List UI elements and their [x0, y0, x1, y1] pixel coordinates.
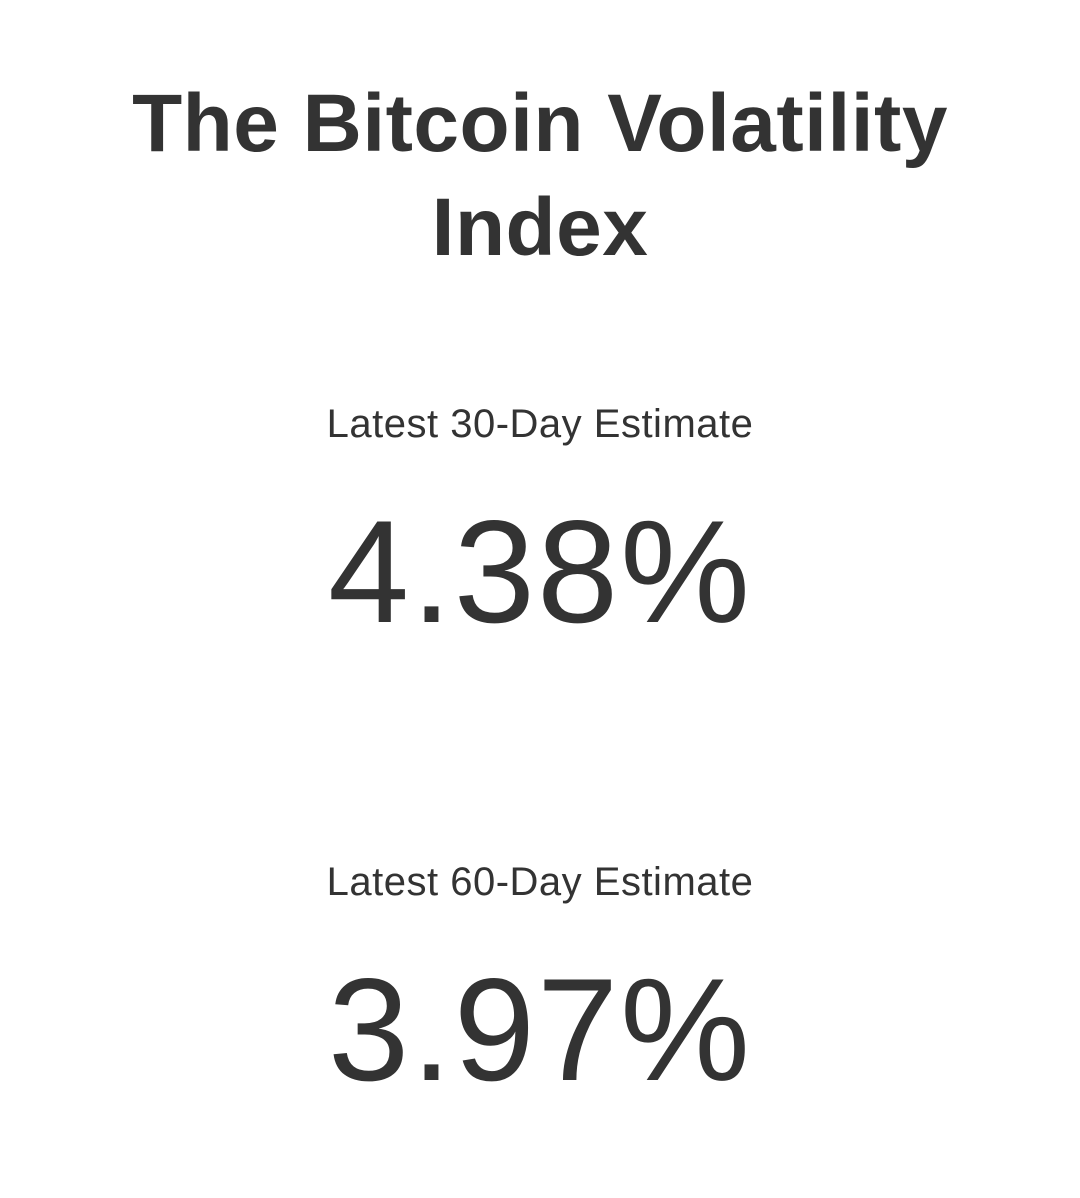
- estimate-value: 4.38%: [328, 490, 752, 653]
- page-title: The Bitcoin Volatility Index: [132, 78, 948, 273]
- estimate-label: Latest 30-Day Estimate: [326, 402, 754, 446]
- estimate-label: Latest 60-Day Estimate: [326, 860, 754, 904]
- estimate-value: 3.97%: [328, 948, 752, 1111]
